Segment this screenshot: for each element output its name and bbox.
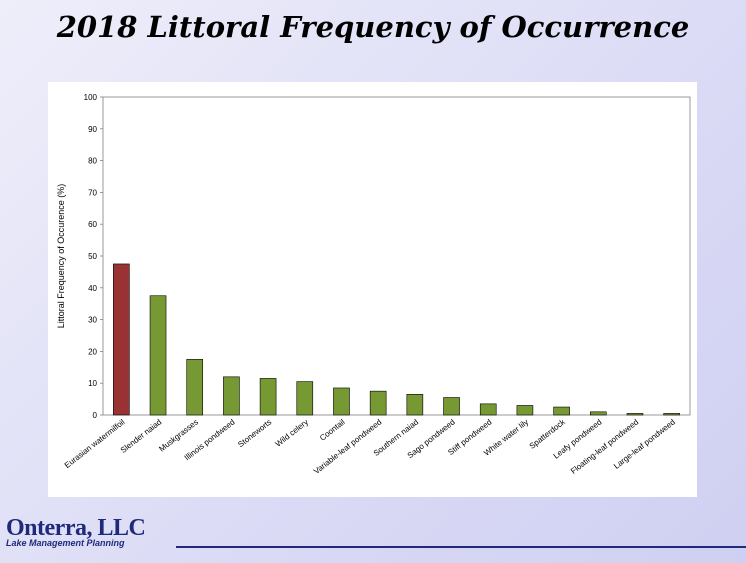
bar	[296, 381, 314, 416]
y-tick-label: 0	[93, 411, 98, 420]
bar	[553, 406, 570, 416]
bar	[369, 390, 387, 416]
bar	[589, 411, 607, 416]
bar	[443, 397, 460, 416]
y-tick-label: 10	[88, 379, 97, 388]
bar	[223, 376, 240, 416]
bar	[516, 405, 534, 416]
company-tagline: Lake Management Planning	[6, 538, 125, 548]
bar	[406, 394, 424, 416]
bar	[626, 413, 644, 416]
chart-area	[48, 82, 697, 497]
bar	[186, 359, 204, 416]
y-axis-label: Littoral Frequency of Occurence (%)	[56, 184, 66, 329]
logo: Onterra, LLC Lake Management Planning	[6, 515, 146, 548]
y-tick-label: 40	[88, 284, 97, 293]
y-tick-label: 70	[88, 188, 97, 197]
y-tick-label: 100	[84, 93, 98, 102]
bar	[479, 403, 497, 416]
y-tick-label: 60	[88, 220, 97, 229]
y-tick-label: 20	[88, 347, 97, 356]
y-tick-label: 50	[88, 252, 97, 261]
y-tick-label: 90	[88, 125, 97, 134]
bar	[333, 387, 350, 416]
bar	[149, 295, 167, 416]
y-tick-label: 30	[88, 316, 97, 325]
slide-title: 2018 Littoral Frequency of Occurrence	[56, 10, 690, 44]
footer-rule	[176, 546, 746, 548]
company-name: Onterra, LLC	[6, 515, 146, 541]
bar	[113, 263, 130, 416]
bar	[663, 413, 680, 416]
bar	[259, 378, 277, 416]
y-tick-label: 80	[88, 157, 97, 166]
